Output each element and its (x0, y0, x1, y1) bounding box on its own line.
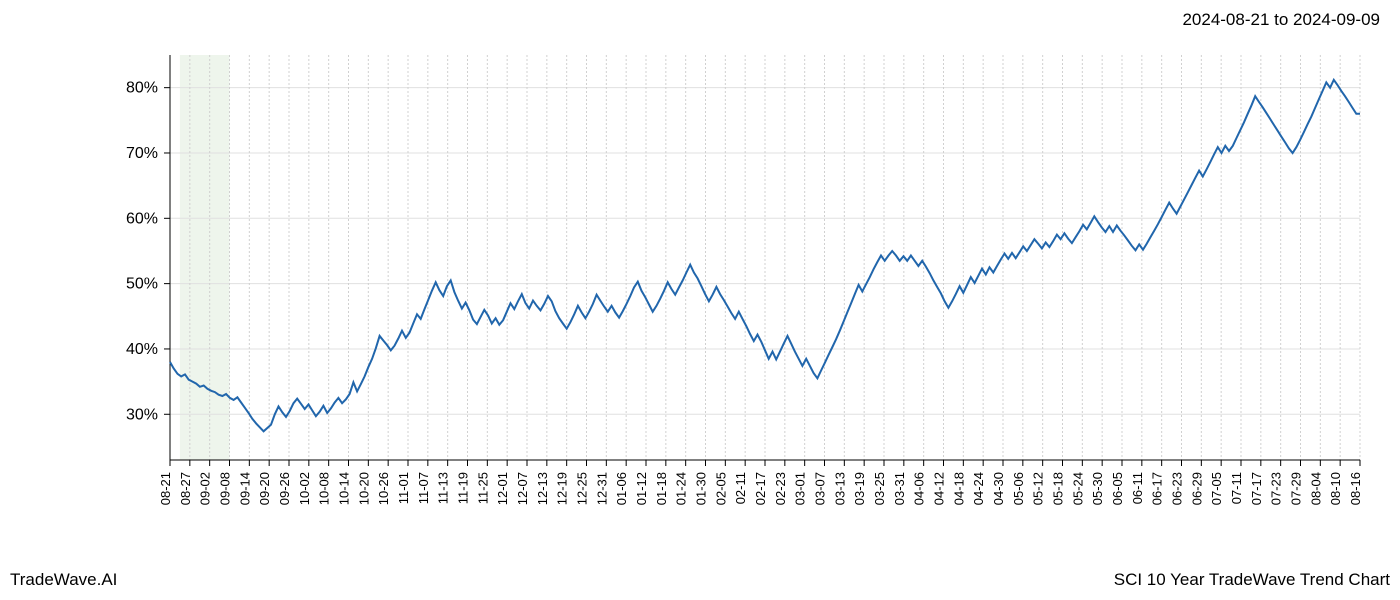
x-tick-label: 09-14 (237, 472, 252, 505)
x-tick-label: 02-05 (713, 472, 728, 505)
x-tick-label: 05-24 (1070, 472, 1085, 505)
x-tick-label: 07-29 (1289, 472, 1304, 505)
x-tick-label: 08-10 (1328, 472, 1343, 505)
highlight-band (180, 55, 230, 460)
x-tick-label: 06-23 (1170, 472, 1185, 505)
x-tick-label: 10-26 (376, 472, 391, 505)
x-tick-label: 12-07 (515, 472, 530, 505)
x-tick-label: 11-19 (456, 472, 471, 504)
x-tick-label: 09-08 (218, 472, 233, 505)
x-tick-label: 03-19 (852, 472, 867, 505)
x-tick-label: 12-25 (575, 472, 590, 505)
x-tick-label: 07-17 (1249, 472, 1264, 505)
x-tick-label: 04-18 (951, 472, 966, 505)
y-tick-label: 30% (126, 406, 158, 423)
x-tick-label: 04-24 (971, 472, 986, 505)
chart-svg: 30% 40% 50% 60% 70% 80% 08-21 08-27 09-02 09-08 09… (0, 0, 1400, 600)
x-tick-label: 11-25 (475, 472, 490, 504)
x-tick-label: 02-23 (773, 472, 788, 505)
y-tick-label: 50% (126, 276, 158, 293)
x-tick-label: 12-31 (594, 472, 609, 505)
x-tick-label: 12-01 (495, 472, 510, 505)
x-tick-label: 01-12 (634, 472, 649, 505)
x-tick-label: 06-11 (1130, 472, 1145, 504)
x-tick-label: 05-18 (1051, 472, 1066, 505)
x-tick-label: 11-07 (416, 472, 431, 504)
x-tick-label: 04-30 (991, 472, 1006, 505)
x-tick-label: 08-27 (178, 472, 193, 505)
x-tick-label: 10-02 (297, 472, 312, 505)
x-tick-label: 05-12 (1031, 472, 1046, 505)
x-tick-label: 03-07 (813, 472, 828, 505)
x-tick-label: 10-20 (356, 472, 371, 505)
x-tick-label: 11-01 (396, 472, 411, 504)
x-tick-label: 03-13 (832, 472, 847, 505)
x-tick-label: 06-17 (1150, 472, 1165, 505)
x-tick-label: 01-18 (654, 472, 669, 505)
x-tick-label: 10-14 (337, 472, 352, 505)
x-tick-label: 01-06 (614, 472, 629, 505)
x-tick-label: 07-23 (1269, 472, 1284, 505)
x-tick-label: 05-06 (1011, 472, 1026, 505)
x-tick-label: 09-02 (198, 472, 213, 505)
x-tick-label: 04-06 (912, 472, 927, 505)
x-tick-label: 09-20 (257, 472, 272, 505)
x-tick-label: 02-11 (733, 472, 748, 504)
y-tick-label: 70% (126, 145, 158, 162)
date-range-label: 2024-08-21 to 2024-09-09 (1182, 10, 1380, 30)
y-tick-label: 80% (126, 80, 158, 97)
x-tick-label: 12-13 (535, 472, 550, 505)
x-tick-label: 08-04 (1308, 472, 1323, 505)
y-tick-label: 60% (126, 210, 158, 227)
x-tick-label: 10-08 (317, 472, 332, 505)
y-tick-label: 40% (126, 341, 158, 358)
x-tick-label: 04-12 (932, 472, 947, 505)
footer-branding: TradeWave.AI (10, 570, 117, 590)
footer-title: SCI 10 Year TradeWave Trend Chart (1114, 570, 1390, 590)
x-tick-label: 08-21 (158, 472, 173, 505)
x-tick-label: 05-30 (1090, 472, 1105, 505)
x-tick-label: 07-11 (1229, 472, 1244, 504)
x-tick-label: 08-16 (1348, 472, 1363, 505)
x-tick-label: 06-29 (1189, 472, 1204, 505)
x-tick-label: 01-30 (694, 472, 709, 505)
x-tick-label: 01-24 (674, 472, 689, 505)
x-tick-label: 07-05 (1209, 472, 1224, 505)
x-tick-label: 03-25 (872, 472, 887, 505)
x-tick-label: 02-17 (753, 472, 768, 505)
x-tick-label: 11-13 (436, 472, 451, 504)
x-tick-label: 06-05 (1110, 472, 1125, 505)
chart-container: 2024-08-21 to 2024-09-09 30% 40% 50% 60% 70%… (0, 0, 1400, 600)
x-tick-label: 09-26 (277, 472, 292, 505)
x-tick-label: 03-01 (793, 472, 808, 505)
x-tick-label: 03-31 (892, 472, 907, 505)
x-tick-label: 12-19 (555, 472, 570, 505)
